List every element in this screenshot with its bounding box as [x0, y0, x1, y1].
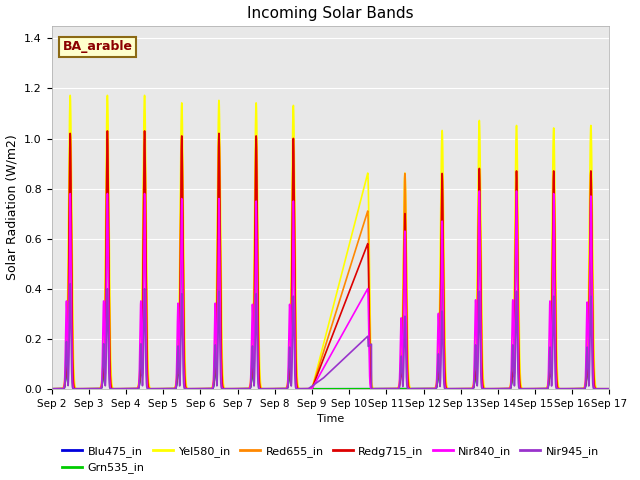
Red655_in	[251, 238, 259, 243]
Blu475_in	[251, 300, 259, 306]
Yel580_in	[48, 386, 56, 392]
Nir840_in	[153, 386, 161, 392]
Nir840_in	[141, 191, 148, 197]
Red655_in	[153, 386, 161, 392]
Blu475_in	[67, 161, 74, 167]
Blu475_in	[153, 386, 161, 392]
Red655_in	[306, 386, 314, 392]
Blu475_in	[48, 386, 56, 392]
Yel580_in	[365, 250, 373, 256]
Nir945_in	[306, 385, 314, 391]
Nir945_in	[251, 367, 259, 372]
Redg715_in	[153, 386, 161, 392]
Yel580_in	[251, 190, 259, 195]
Grn535_in	[141, 173, 148, 179]
Redg715_in	[306, 386, 314, 392]
Nir945_in	[605, 386, 613, 392]
Blu475_in	[471, 378, 479, 384]
Nir840_in	[605, 386, 613, 392]
Line: Grn535_in: Grn535_in	[52, 161, 609, 389]
Grn535_in	[306, 386, 314, 392]
Nir945_in	[153, 386, 161, 392]
Nir840_in	[251, 326, 259, 332]
Line: Nir945_in: Nir945_in	[52, 284, 609, 389]
Redg715_in	[251, 264, 259, 270]
Yel580_in	[306, 386, 314, 392]
Line: Blu475_in: Blu475_in	[52, 164, 609, 389]
Nir945_in	[67, 281, 74, 287]
Blu475_in	[141, 176, 148, 181]
Blu475_in	[330, 386, 337, 392]
Red655_in	[104, 128, 111, 134]
Red655_in	[141, 128, 148, 134]
Redg715_in	[365, 324, 373, 330]
Grn535_in	[67, 158, 74, 164]
Red655_in	[48, 386, 56, 392]
Redg715_in	[470, 377, 478, 383]
Nir945_in	[365, 343, 373, 348]
Text: BA_arable: BA_arable	[63, 40, 132, 53]
Nir840_in	[476, 188, 483, 194]
Grn535_in	[330, 386, 337, 392]
Nir945_in	[141, 286, 148, 292]
Yel580_in	[605, 386, 613, 392]
Y-axis label: Solar Radiation (W/m2): Solar Radiation (W/m2)	[6, 134, 19, 280]
Red655_in	[470, 375, 478, 381]
Line: Nir840_in: Nir840_in	[52, 191, 609, 389]
Redg715_in	[48, 386, 56, 392]
Redg715_in	[605, 386, 613, 392]
Nir840_in	[308, 386, 316, 392]
Blu475_in	[306, 386, 314, 392]
Blu475_in	[365, 386, 373, 392]
Nir840_in	[306, 386, 314, 392]
Grn535_in	[48, 386, 56, 392]
Line: Yel580_in: Yel580_in	[52, 96, 609, 389]
Grn535_in	[153, 386, 161, 392]
Redg715_in	[104, 128, 111, 134]
X-axis label: Time: Time	[317, 414, 344, 424]
Line: Redg715_in: Redg715_in	[52, 131, 609, 389]
Nir945_in	[470, 371, 478, 377]
Nir945_in	[48, 386, 56, 392]
Nir840_in	[48, 386, 56, 392]
Grn535_in	[605, 386, 613, 392]
Redg715_in	[141, 128, 148, 134]
Yel580_in	[470, 370, 478, 375]
Nir840_in	[470, 344, 478, 349]
Blu475_in	[605, 386, 613, 392]
Yel580_in	[67, 93, 74, 98]
Title: Incoming Solar Bands: Incoming Solar Bands	[247, 6, 414, 21]
Yel580_in	[141, 93, 148, 98]
Grn535_in	[365, 386, 373, 392]
Red655_in	[365, 292, 373, 298]
Yel580_in	[153, 386, 161, 392]
Red655_in	[605, 386, 613, 392]
Line: Red655_in: Red655_in	[52, 131, 609, 389]
Legend: Blu475_in, Grn535_in, Yel580_in, Red655_in, Redg715_in, Nir840_in, Nir945_in: Blu475_in, Grn535_in, Yel580_in, Red655_…	[58, 442, 604, 478]
Grn535_in	[471, 378, 479, 384]
Grn535_in	[251, 300, 259, 306]
Nir840_in	[365, 358, 373, 364]
